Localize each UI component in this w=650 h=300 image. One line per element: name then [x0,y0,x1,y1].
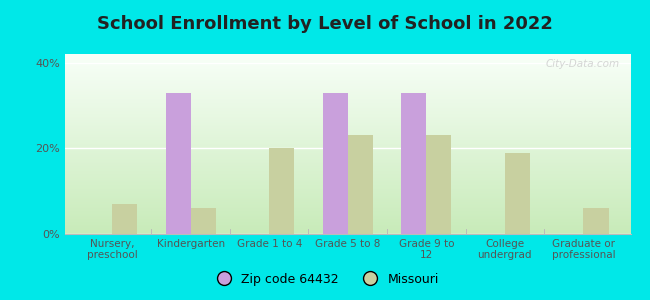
Bar [401,93,426,234]
Bar [584,208,608,234]
Bar [269,148,294,234]
Bar [112,204,137,234]
Bar [190,208,216,234]
Bar [426,135,452,234]
Text: City-Data.com: City-Data.com [545,59,619,69]
Bar [322,93,348,234]
Bar [166,93,190,234]
Bar [348,135,373,234]
Bar [505,153,530,234]
Text: School Enrollment by Level of School in 2022: School Enrollment by Level of School in … [97,15,553,33]
Legend: Zip code 64432, Missouri: Zip code 64432, Missouri [206,268,444,291]
